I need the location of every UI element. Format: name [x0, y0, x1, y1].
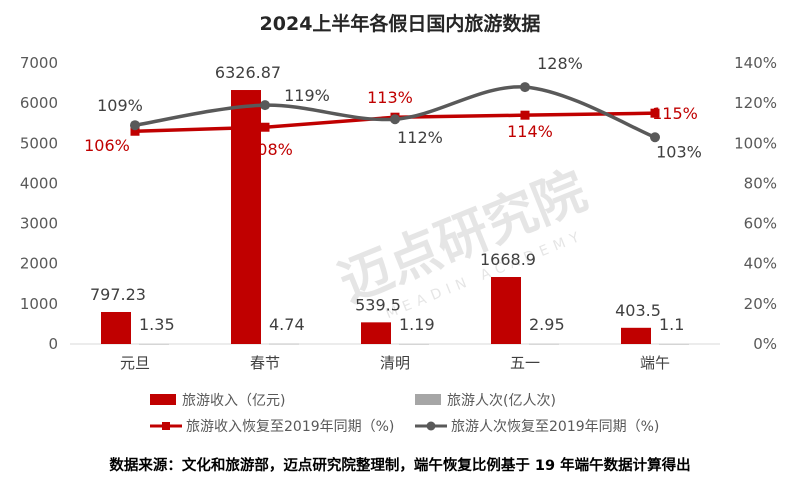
revenue-recovery-marker: [130, 126, 140, 136]
trips-bar-label: 1.35: [139, 315, 175, 334]
left-tick-label: 0: [48, 335, 58, 353]
revenue-bar-label: 797.23: [90, 285, 146, 304]
revenue-bar: [101, 311, 131, 344]
right-tick-label: 40%: [744, 255, 777, 273]
right-tick-label: 100%: [734, 134, 777, 152]
left-tick-label: 1000: [20, 295, 58, 313]
right-tick-label: 0%: [753, 335, 777, 353]
trips-bar: [659, 343, 689, 345]
legend-marker: [162, 422, 170, 430]
revenue-recovery-marker: [520, 110, 530, 120]
revenue-bar-label: 403.5: [615, 301, 661, 320]
revenue-bar-label: 6326.87: [215, 63, 281, 82]
left-tick-label: 7000: [20, 54, 58, 72]
trips-bar: [269, 343, 299, 345]
trips-bar: [139, 343, 169, 345]
revenue-bar-label: 539.5: [355, 295, 401, 314]
revenue-recovery-label: 108%: [247, 140, 293, 159]
left-tick-label: 3000: [20, 215, 58, 233]
left-tick-label: 4000: [20, 174, 58, 192]
legend-label: 旅游收入恢复至2019年同期（%): [186, 418, 394, 435]
legend-label: 旅游收入（亿元): [182, 393, 285, 409]
trips-recovery-marker: [260, 100, 270, 111]
revenue-recovery-label: 106%: [84, 136, 130, 155]
trips-recovery-marker: [520, 82, 530, 93]
revenue-recovery-label: 113%: [367, 88, 413, 107]
revenue-recovery-label: 114%: [507, 122, 553, 141]
trips-bar: [399, 343, 429, 345]
revenue-bar: [491, 277, 521, 344]
right-tick-label: 20%: [744, 295, 777, 313]
category-label: 元旦: [120, 354, 150, 372]
revenue-recovery-label: 115%: [652, 104, 698, 123]
category-label: 端午: [640, 354, 670, 372]
left-tick-label: 5000: [20, 134, 58, 152]
right-tick-label: 80%: [744, 174, 777, 192]
revenue-bar: [621, 327, 651, 344]
trips-recovery-label: 103%: [656, 142, 702, 161]
trips-bar-label: 1.1: [659, 315, 684, 334]
trips-recovery-marker: [390, 114, 400, 125]
chart-title: 2024上半年各假日国内旅游数据: [260, 12, 541, 35]
trips-recovery-marker: [650, 132, 660, 143]
right-tick-label: 60%: [744, 215, 777, 233]
category-label: 五一: [510, 354, 540, 372]
trips-recovery-label: 112%: [397, 128, 443, 147]
trips-recovery-label: 128%: [537, 54, 583, 73]
trips-bar-label: 1.19: [399, 315, 435, 334]
legend-swatch: [415, 394, 441, 405]
revenue-bar: [361, 322, 391, 344]
trips-bar-label: 4.74: [269, 315, 305, 334]
trips-recovery-marker: [130, 120, 140, 131]
legend-label: 旅游人次(亿人次): [447, 393, 556, 409]
trips-recovery-label: 119%: [284, 86, 330, 105]
footer-source: 数据来源：文化和旅游部，迈点研究院整理制，端午恢复比例基于 19 年端午数据计算…: [109, 456, 690, 474]
category-label: 清明: [380, 354, 410, 372]
revenue-recovery-marker: [650, 108, 660, 118]
legend-marker: [426, 421, 436, 431]
revenue-bar: [231, 90, 261, 344]
legend-label: 旅游人次恢复至2019年同期（%): [451, 418, 659, 435]
revenue-bar-label: 1668.9: [480, 250, 536, 269]
revenue-recovery-marker: [260, 122, 270, 132]
left-tick-label: 6000: [20, 94, 58, 112]
category-label: 春节: [250, 354, 280, 372]
right-tick-label: 120%: [734, 94, 777, 112]
legend-swatch: [150, 394, 176, 405]
right-tick-label: 140%: [734, 54, 777, 72]
left-tick-label: 2000: [20, 255, 58, 273]
trips-recovery-label: 109%: [97, 96, 143, 115]
trips-bar-label: 2.95: [529, 315, 565, 334]
trips-bar: [529, 343, 559, 345]
